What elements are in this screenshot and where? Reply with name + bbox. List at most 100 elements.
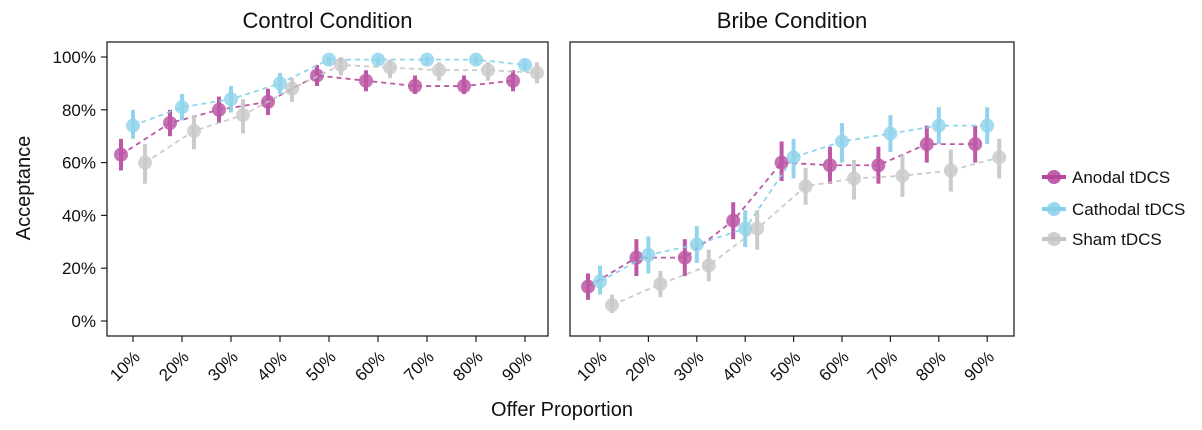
y-tick-label: 40% xyxy=(62,206,96,225)
x-tick-label: 50% xyxy=(767,347,804,384)
data-point xyxy=(310,68,324,83)
data-point xyxy=(518,57,532,72)
data-point xyxy=(931,118,946,133)
x-axis-title: Offer Proportion xyxy=(491,399,633,421)
data-point xyxy=(750,221,765,236)
data-point xyxy=(187,123,201,138)
data-point xyxy=(774,155,789,170)
data-point xyxy=(359,73,373,88)
data-point xyxy=(457,79,471,94)
y-tick-label: 20% xyxy=(62,259,96,278)
data-point xyxy=(212,102,226,117)
data-point xyxy=(581,279,595,294)
data-point xyxy=(408,79,422,94)
x-tick-label: 90% xyxy=(498,347,535,384)
x-tick-label: 80% xyxy=(912,347,949,384)
data-point xyxy=(273,76,287,91)
x-tick-label: 80% xyxy=(449,347,486,384)
data-point xyxy=(786,150,801,165)
data-point xyxy=(322,52,336,67)
data-point xyxy=(677,250,692,265)
x-tick-label: 10% xyxy=(106,347,143,384)
x-tick-label: 60% xyxy=(815,347,852,384)
legend-swatch-dot xyxy=(1047,232,1061,246)
y-tick-label: 0% xyxy=(71,312,96,331)
x-tick-label: 90% xyxy=(961,347,998,384)
data-point xyxy=(943,163,958,178)
series-2 xyxy=(593,107,995,295)
data-point xyxy=(738,221,753,236)
data-point xyxy=(871,158,886,173)
data-point xyxy=(420,52,434,67)
y-tick-label: 80% xyxy=(62,101,96,120)
data-point xyxy=(798,179,813,194)
data-point xyxy=(334,57,348,72)
data-point xyxy=(175,100,189,115)
data-point xyxy=(469,52,483,67)
data-point xyxy=(653,277,668,292)
data-point xyxy=(481,63,495,78)
x-tick-label: 10% xyxy=(573,347,610,384)
x-tick-label: 30% xyxy=(670,347,707,384)
series-1 xyxy=(581,125,983,300)
series-1 xyxy=(114,64,520,171)
data-point xyxy=(641,248,656,262)
x-tick-label: 70% xyxy=(400,347,437,384)
data-point xyxy=(371,52,385,67)
data-point xyxy=(980,118,995,133)
panel-title: Bribe Condition xyxy=(717,8,867,33)
data-point xyxy=(593,274,607,289)
data-point xyxy=(432,63,446,78)
data-point xyxy=(163,116,177,130)
y-axis-title: Acceptance xyxy=(13,136,35,241)
data-point xyxy=(968,137,983,152)
data-point xyxy=(919,137,934,152)
series-line xyxy=(120,74,514,156)
legend-label: Anodal tDCS xyxy=(1072,168,1170,187)
data-point xyxy=(823,158,837,173)
x-tick-label: 50% xyxy=(302,347,339,384)
data-point xyxy=(383,60,397,75)
x-tick-label: 40% xyxy=(253,347,290,384)
x-tick-label: 20% xyxy=(622,347,659,384)
panel-1: Control Condition 0% 20% 40% 60% 80% 100% 10% 20… xyxy=(53,8,549,385)
legend-swatch-dot xyxy=(1047,202,1061,216)
data-point xyxy=(883,126,898,141)
plot-frame xyxy=(106,41,549,337)
data-point xyxy=(285,81,299,96)
data-point xyxy=(847,171,861,186)
x-tick-label: 60% xyxy=(351,347,388,384)
data-point xyxy=(605,298,619,313)
legend-swatch-dot xyxy=(1047,170,1061,184)
data-point xyxy=(701,258,716,273)
panels-layer: Control Condition 0% 20% 40% 60% 80% 100% 10% 20… xyxy=(53,8,1015,385)
x-tick-label: 70% xyxy=(864,347,901,384)
data-point xyxy=(530,65,544,80)
series-3 xyxy=(138,57,544,184)
data-point xyxy=(114,147,128,162)
series-3 xyxy=(605,138,1007,314)
data-point xyxy=(126,118,140,133)
data-point xyxy=(726,213,741,228)
panel-2: Bribe Condition 10% 20% 30% 40% 50% 60% 70% 80% 9… xyxy=(569,8,1015,385)
legend-label: Cathodal tDCS xyxy=(1072,200,1185,219)
data-point xyxy=(895,168,910,183)
data-point xyxy=(506,73,520,88)
y-tick-label: 60% xyxy=(62,154,96,173)
x-tick-label: 40% xyxy=(719,347,756,384)
data-point xyxy=(992,150,1007,165)
legend: Anodal tDCS Cathodal tDCS Sham tDCS xyxy=(1042,168,1185,249)
legend-label: Sham tDCS xyxy=(1072,230,1162,249)
plot-frame xyxy=(569,41,1015,337)
data-point xyxy=(138,155,152,170)
x-tick-label: 20% xyxy=(155,347,192,384)
data-point xyxy=(224,92,238,107)
data-point xyxy=(689,237,704,252)
x-tick-label: 30% xyxy=(204,347,241,384)
y-tick-label: 100% xyxy=(53,48,96,67)
series-2 xyxy=(126,52,532,139)
data-point xyxy=(835,134,849,149)
data-point xyxy=(236,108,250,123)
